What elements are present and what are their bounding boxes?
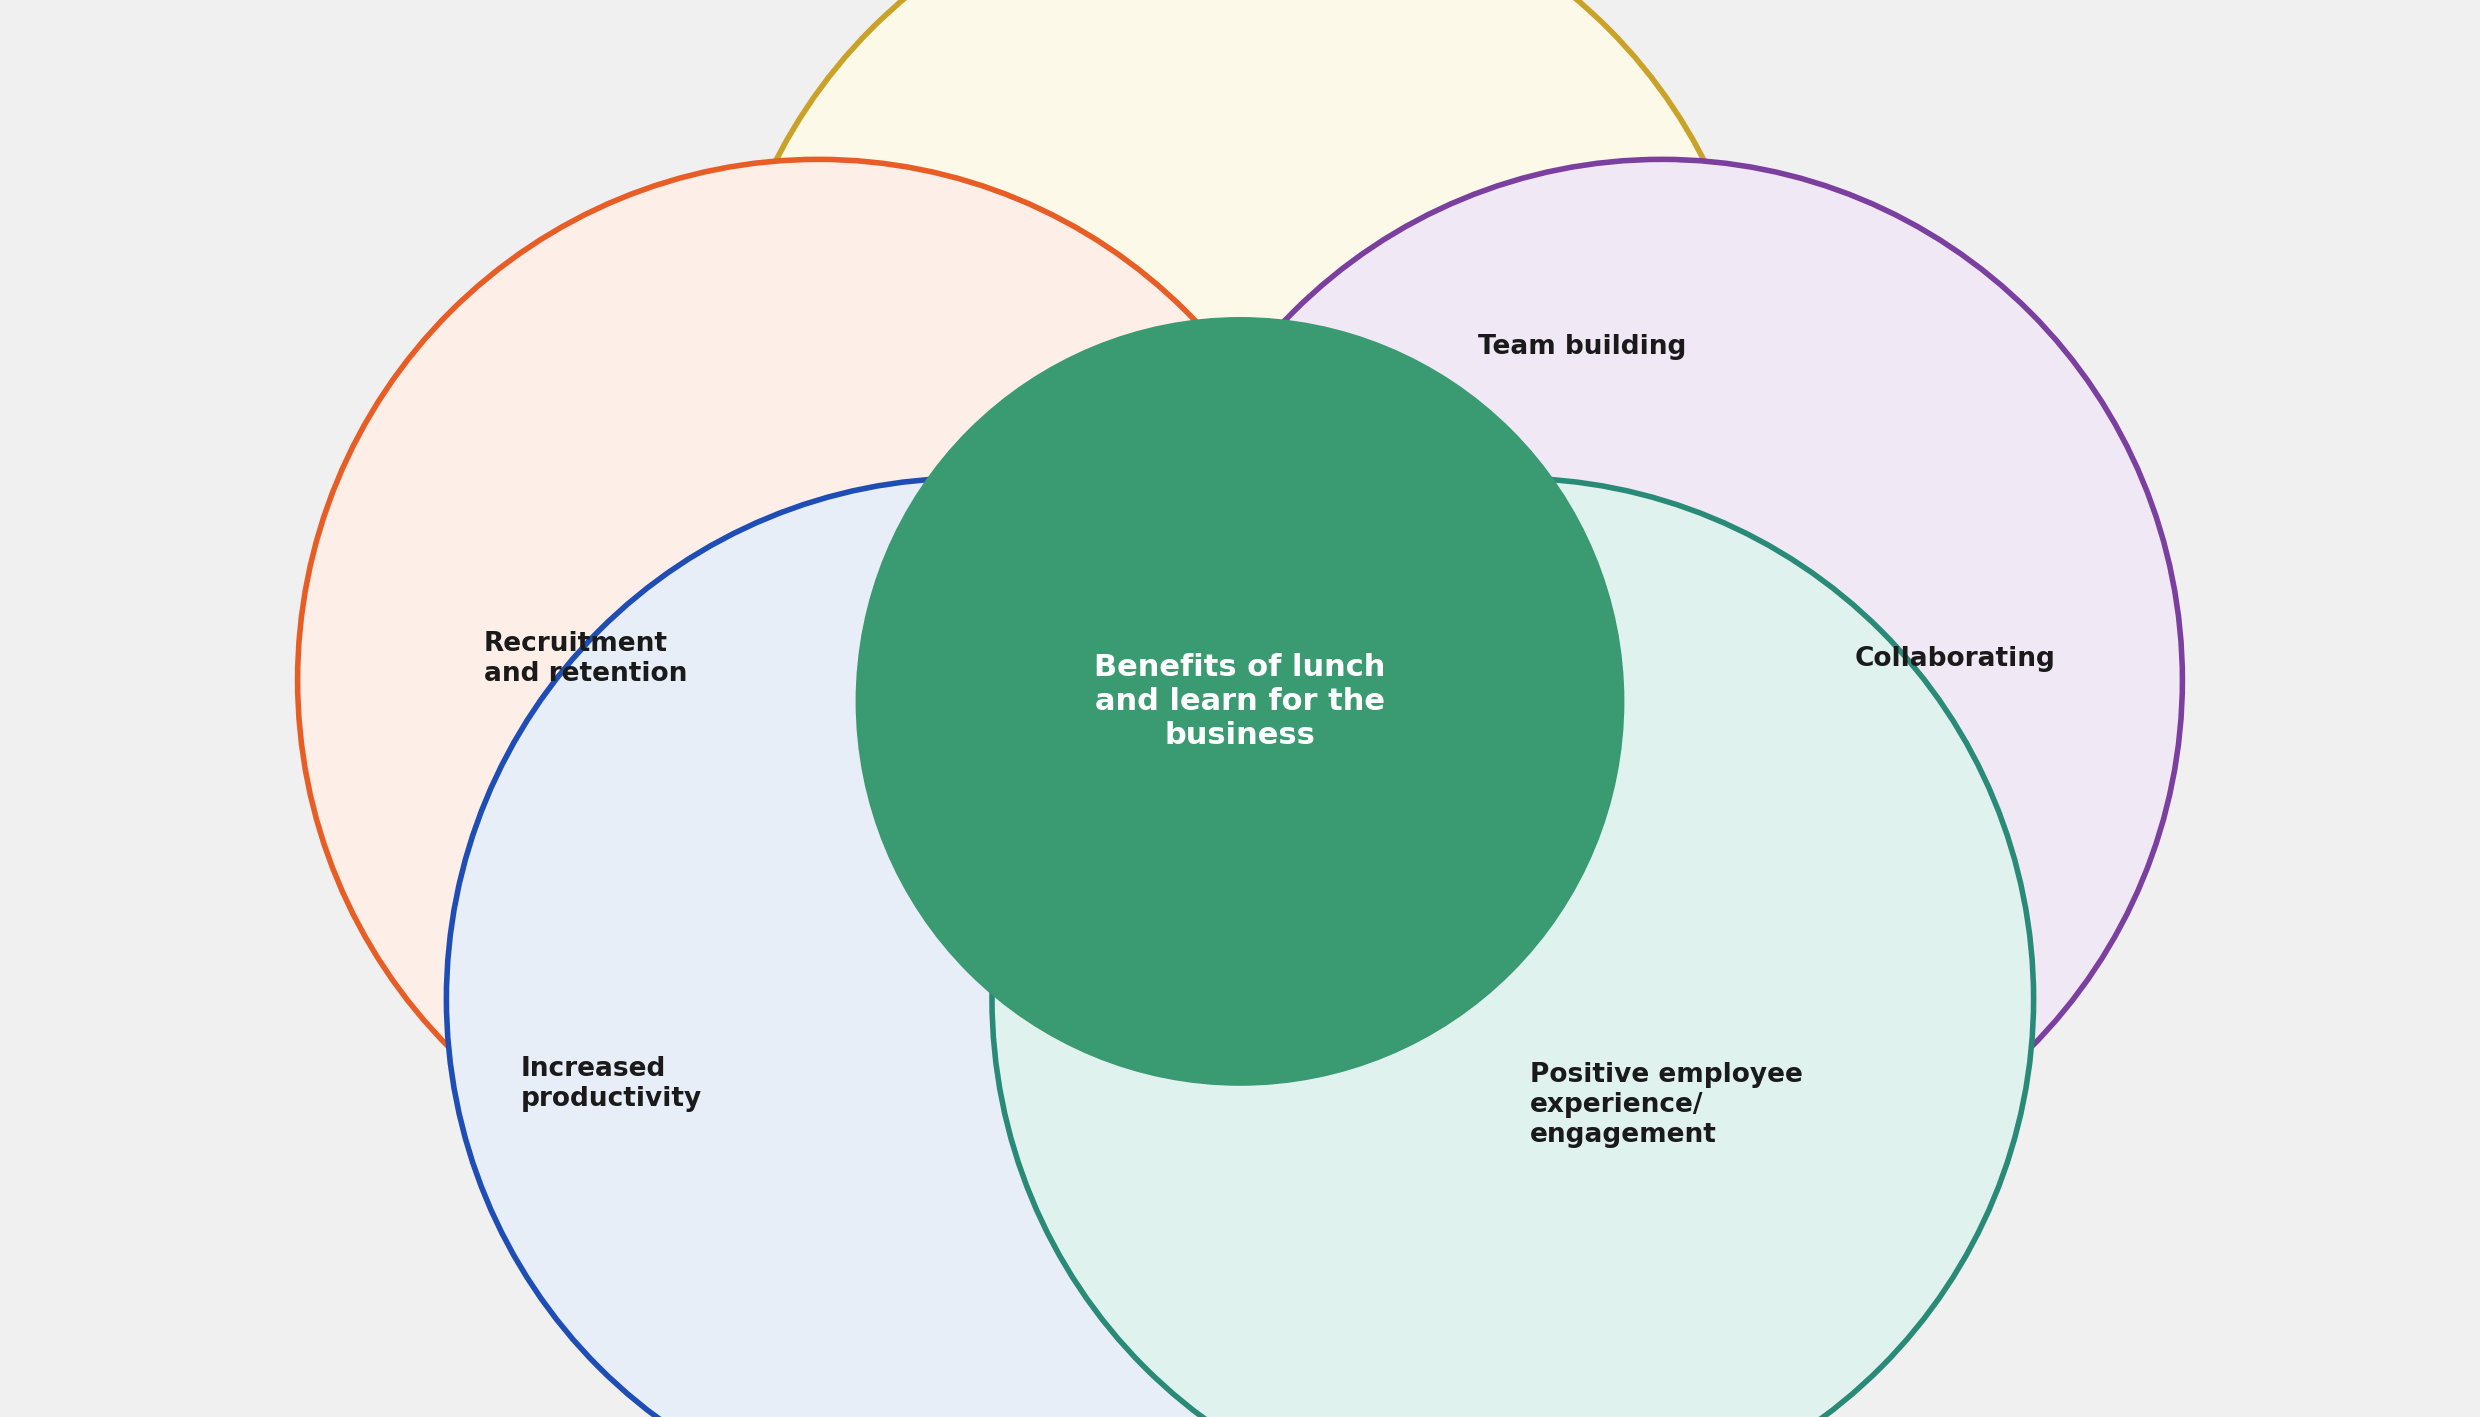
Ellipse shape <box>992 478 2034 1417</box>
Ellipse shape <box>446 478 1488 1417</box>
Text: Positive employee
experience/
engagement: Positive employee experience/ engagement <box>1530 1063 1803 1148</box>
Text: Collaborating: Collaborating <box>1855 646 2056 672</box>
Text: Benefits of lunch
and learn for the
business: Benefits of lunch and learn for the busi… <box>1094 653 1386 750</box>
Ellipse shape <box>298 159 1339 1202</box>
Ellipse shape <box>856 317 1624 1085</box>
Text: Team building: Team building <box>1478 334 1686 360</box>
Text: Increased
productivity: Increased productivity <box>521 1056 702 1112</box>
Ellipse shape <box>1141 159 2182 1202</box>
Ellipse shape <box>719 0 1761 918</box>
Text: Recruitment
and retention: Recruitment and retention <box>484 631 687 687</box>
